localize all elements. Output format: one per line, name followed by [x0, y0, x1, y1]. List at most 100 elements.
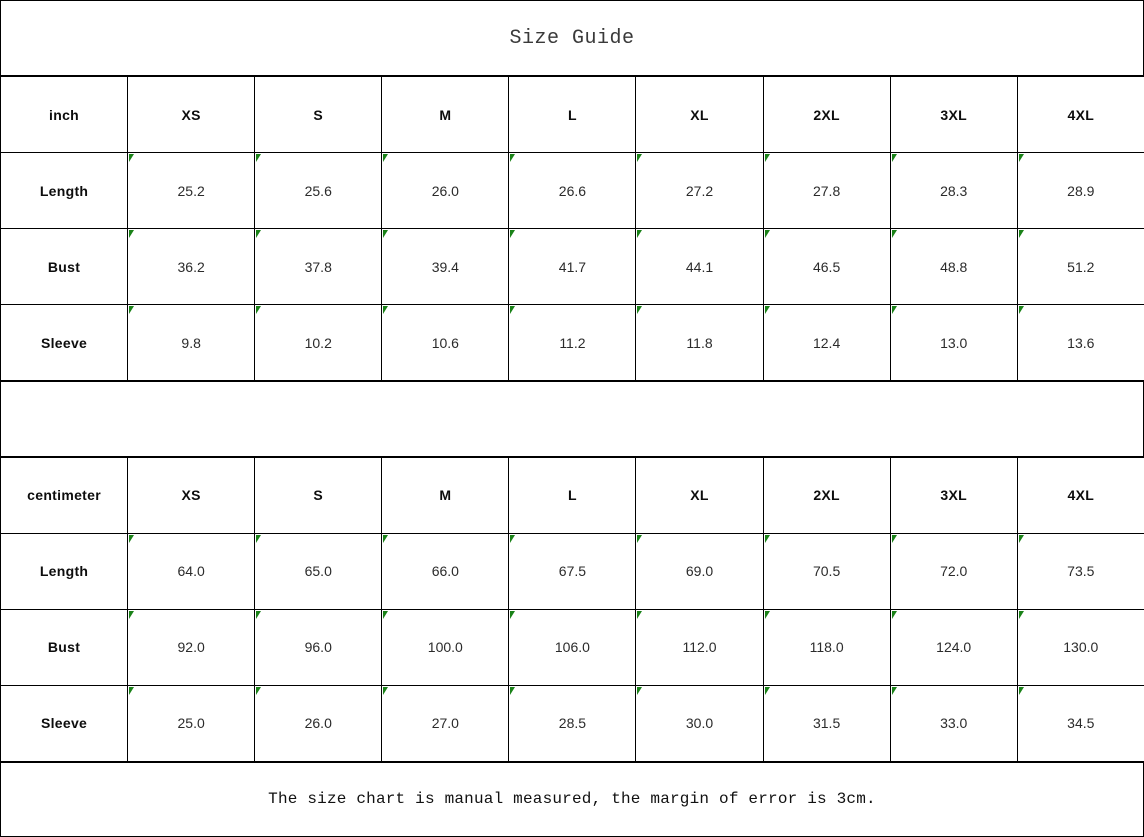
cell-text: 30.0 [685, 715, 714, 732]
cell-text: 96.0 [304, 639, 332, 656]
warning-flag-icon [1018, 534, 1024, 543]
cell-inch-length-l: 26.6 [508, 152, 637, 230]
cell-inch-sleeve-xs: 9.8 [127, 304, 256, 382]
cell-text: 36.2 [177, 258, 205, 275]
cell-text: 28.9 [1067, 182, 1095, 199]
warning-flag-icon [891, 686, 897, 695]
cell-text: 44.1 [685, 258, 714, 275]
cell-text: 70.5 [812, 563, 841, 580]
cell-text: 28.3 [940, 182, 968, 199]
table-row: Sleeve 25.0 26.0 27.0 28.5 30.0 31.5 33.… [0, 684, 1144, 762]
cell-text: 27.2 [685, 182, 714, 199]
warning-flag-icon [764, 306, 770, 315]
table-header-row-inch: inch XS S M L XL 2XL 3XL 4XL [0, 76, 1144, 154]
cell-cm-sleeve-m: 27.0 [381, 684, 510, 762]
cell-text: 41.7 [558, 258, 587, 275]
cell-inch-length-xl: 27.2 [635, 152, 764, 230]
cell-inch-bust-xs: 36.2 [127, 228, 256, 306]
column-header-4xl: 4XL [1016, 76, 1144, 154]
cell-text: 72.0 [940, 563, 968, 580]
warning-flag-icon [764, 686, 770, 695]
column-header-l: L [508, 76, 637, 154]
cell-cm-length-m: 66.0 [381, 532, 510, 610]
warning-flag-icon [510, 230, 516, 239]
cell-cm-bust-2xl: 118.0 [762, 608, 891, 686]
cell-inch-length-2xl: 27.8 [762, 152, 891, 230]
warning-flag-icon [256, 230, 262, 239]
row-label-sleeve: Sleeve [0, 304, 129, 382]
cell-cm-length-2xl: 70.5 [762, 532, 891, 610]
warning-flag-icon [383, 306, 389, 315]
table-row: Sleeve 9.8 10.2 10.6 11.2 11.8 12.4 13.0… [0, 304, 1144, 382]
cell-text: 10.2 [304, 334, 332, 351]
warning-flag-icon [891, 534, 897, 543]
cell-text: 27.8 [812, 182, 841, 199]
column-header-xs: XS [127, 76, 256, 154]
warning-flag-icon [764, 230, 770, 239]
cell-text: 25.2 [177, 182, 205, 199]
warning-flag-icon [764, 534, 770, 543]
cell-cm-bust-xl: 112.0 [635, 608, 764, 686]
column-header-xl: XL [635, 456, 764, 534]
cell-text: 9.8 [181, 334, 201, 351]
cell-inch-sleeve-4xl: 13.6 [1016, 304, 1144, 382]
cell-text: 66.0 [431, 563, 459, 580]
cell-cm-length-3xl: 72.0 [889, 532, 1018, 610]
cell-cm-length-4xl: 73.5 [1016, 532, 1144, 610]
cell-cm-bust-s: 96.0 [254, 608, 383, 686]
cell-inch-bust-3xl: 48.8 [889, 228, 1018, 306]
cell-cm-sleeve-xs: 25.0 [127, 684, 256, 762]
table-row: Length 64.0 65.0 66.0 67.5 69.0 70.5 72.… [0, 532, 1144, 610]
cell-cm-sleeve-l: 28.5 [508, 684, 637, 762]
cell-inch-sleeve-3xl: 13.0 [889, 304, 1018, 382]
warning-flag-icon [383, 230, 389, 239]
unit-header-centimeter: centimeter [0, 456, 129, 534]
cell-text: 118.0 [809, 639, 844, 656]
warning-flag-icon [256, 686, 262, 695]
warning-flag-icon [129, 154, 135, 163]
warning-flag-icon [637, 610, 643, 619]
warning-flag-icon [383, 154, 389, 163]
cell-text: 37.8 [304, 258, 332, 275]
cell-cm-bust-l: 106.0 [508, 608, 637, 686]
cell-inch-bust-4xl: 51.2 [1016, 228, 1144, 306]
cell-text: 69.0 [685, 563, 714, 580]
cell-inch-sleeve-xl: 11.8 [635, 304, 764, 382]
warning-flag-icon [891, 610, 897, 619]
cell-inch-sleeve-2xl: 12.4 [762, 304, 891, 382]
cell-cm-length-s: 65.0 [254, 532, 383, 610]
cell-cm-sleeve-4xl: 34.5 [1016, 684, 1144, 762]
cell-cm-sleeve-xl: 30.0 [635, 684, 764, 762]
warning-flag-icon [510, 610, 516, 619]
cell-inch-length-m: 26.0 [381, 152, 510, 230]
size-guide-footer-row: The size chart is manual measured, the m… [0, 761, 1144, 837]
column-header-l: L [508, 456, 637, 534]
warning-flag-icon [510, 686, 516, 695]
cell-inch-bust-xl: 44.1 [635, 228, 764, 306]
warning-flag-icon [764, 610, 770, 619]
column-header-3xl: 3XL [889, 76, 1018, 154]
warning-flag-icon [637, 686, 643, 695]
cell-text: 11.2 [559, 334, 586, 351]
cell-text: 11.8 [686, 334, 713, 351]
cell-inch-bust-s: 37.8 [254, 228, 383, 306]
row-label-bust: Bust [0, 608, 129, 686]
cell-text: 100.0 [427, 639, 463, 656]
cell-cm-sleeve-s: 26.0 [254, 684, 383, 762]
cell-inch-length-3xl: 28.3 [889, 152, 1018, 230]
table-row: Length 25.2 25.6 26.0 26.6 27.2 27.8 28.… [0, 152, 1144, 230]
cell-text: 46.5 [812, 258, 841, 275]
cell-cm-length-xl: 69.0 [635, 532, 764, 610]
column-header-4xl: 4XL [1016, 456, 1144, 534]
warning-flag-icon [637, 306, 643, 315]
cell-text: 25.6 [304, 182, 332, 199]
cell-text: 33.0 [940, 715, 968, 732]
warning-flag-icon [129, 534, 135, 543]
cell-cm-sleeve-3xl: 33.0 [889, 684, 1018, 762]
cell-cm-length-l: 67.5 [508, 532, 637, 610]
warning-flag-icon [129, 686, 135, 695]
cell-text: 13.6 [1067, 334, 1095, 351]
cell-text: 73.5 [1067, 563, 1095, 580]
row-label-sleeve: Sleeve [0, 684, 129, 762]
warning-flag-icon [637, 534, 643, 543]
